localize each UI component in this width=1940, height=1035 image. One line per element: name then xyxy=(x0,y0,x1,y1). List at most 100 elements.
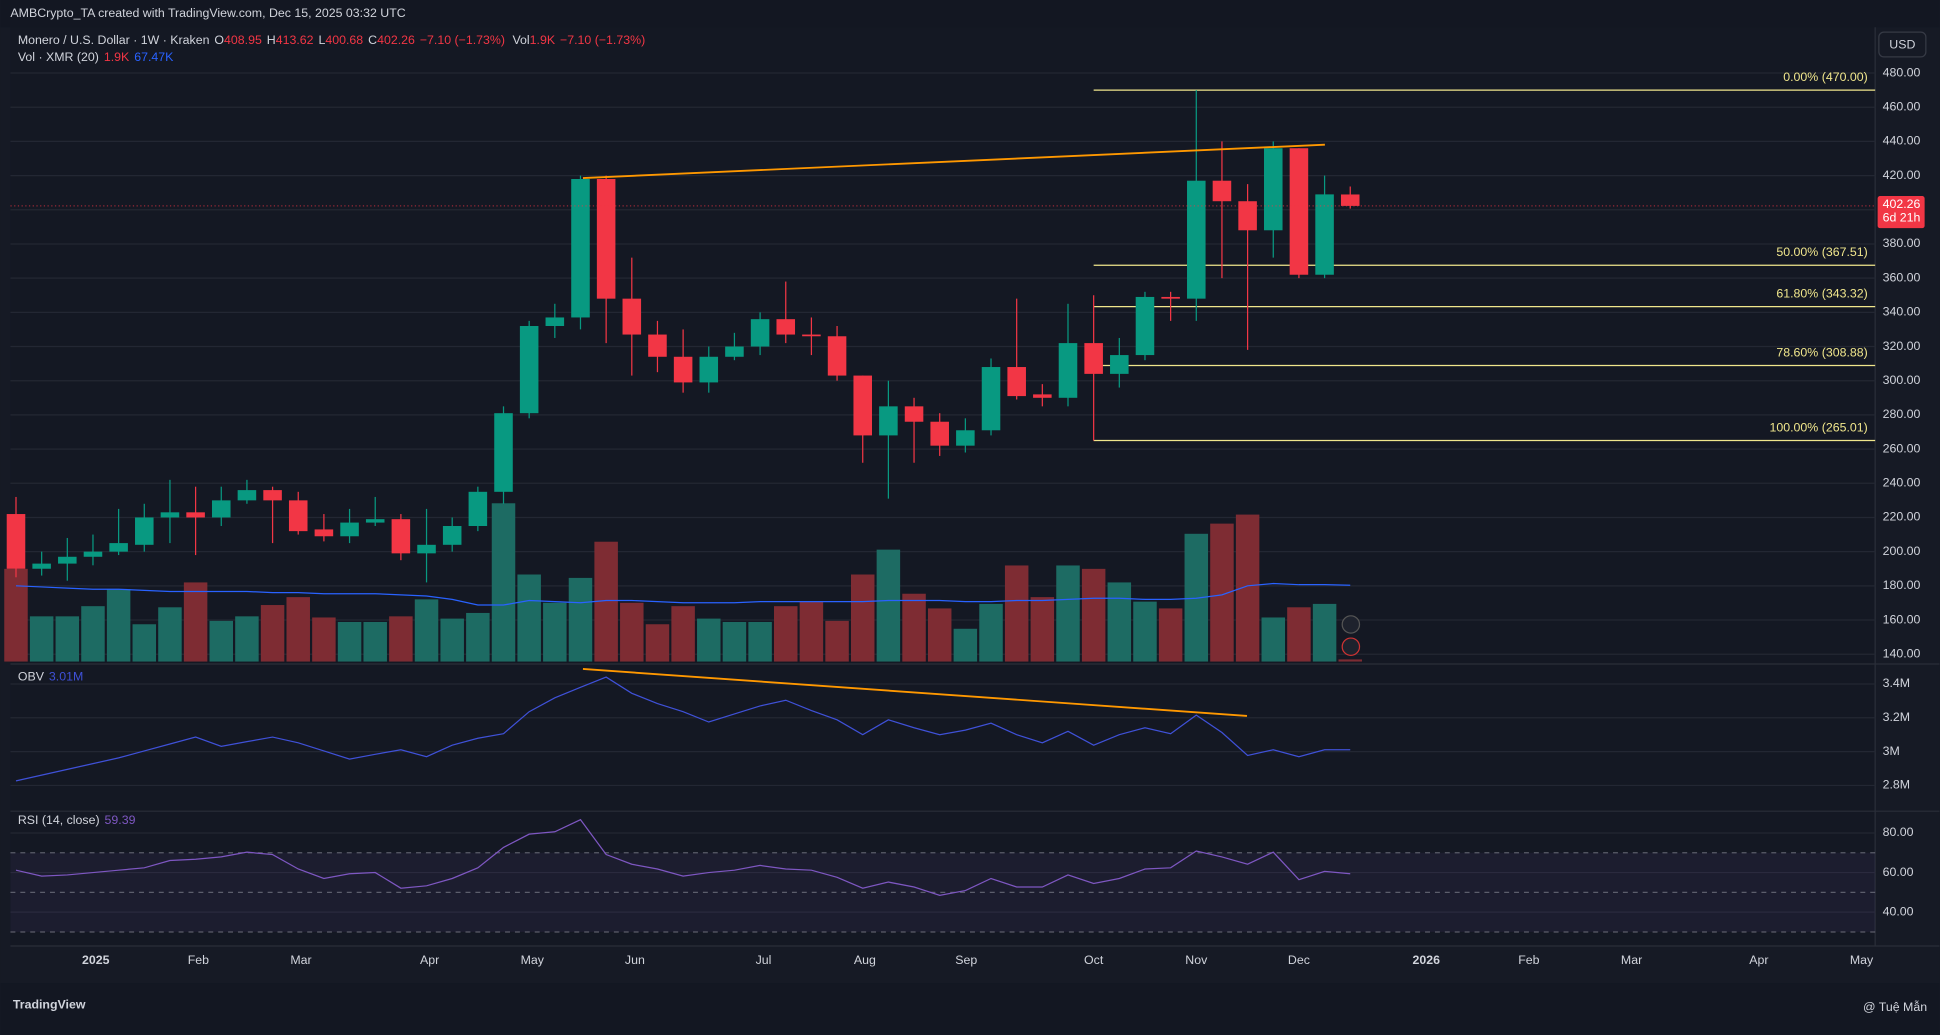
candle-body xyxy=(519,326,539,414)
countdown: 6d 21h xyxy=(1883,211,1921,225)
change: −7.10 (−1.73%) xyxy=(560,33,645,47)
volume-bar xyxy=(979,603,1003,662)
volume-bar xyxy=(697,618,721,662)
x-tick-label: Jul xyxy=(756,953,772,967)
volume-bar xyxy=(953,628,978,662)
volume-bar xyxy=(850,574,875,662)
event-icon[interactable] xyxy=(1341,615,1361,634)
volume-bar xyxy=(1210,523,1234,662)
candle-body xyxy=(1289,148,1309,275)
candle-body xyxy=(391,519,411,554)
currency-button[interactable] xyxy=(1878,31,1927,58)
volume-bar xyxy=(568,577,593,662)
flag-icon[interactable] xyxy=(1341,637,1361,656)
vol-ma-value: 1.9K xyxy=(104,50,130,64)
candle-body xyxy=(1110,355,1129,374)
volume-bar xyxy=(1133,601,1157,662)
ohlc-value: 400.68 xyxy=(325,33,363,47)
candle-body xyxy=(1315,194,1334,275)
candle-body xyxy=(1007,367,1026,397)
candle-body xyxy=(673,356,693,383)
top-bar xyxy=(0,0,1940,28)
y-tick-label: 80.00 xyxy=(1883,825,1914,839)
volume-bar xyxy=(132,624,157,662)
obv-label: OBV xyxy=(18,670,45,684)
y-tick-label: 3.2M xyxy=(1883,710,1910,724)
last-price-box xyxy=(1877,196,1925,229)
y-tick-label: 40.00 xyxy=(1883,904,1914,918)
candle-body xyxy=(1263,148,1283,231)
rsi-label: RSI (14, close) xyxy=(18,813,100,827)
candle-body xyxy=(1187,180,1206,299)
volume-bar xyxy=(645,624,670,662)
candle-body xyxy=(1084,343,1103,374)
x-tick-label: Sep xyxy=(955,953,977,967)
currency[interactable]: USD xyxy=(1889,37,1915,51)
y-tick-label: 320.00 xyxy=(1883,339,1921,353)
vol-ma-label: Vol · XMR (20) xyxy=(18,50,99,64)
legend-rsi: RSI (14, close) 59.39 xyxy=(18,813,136,827)
indicator-line xyxy=(15,676,1351,782)
y-tick-label: 280.00 xyxy=(1883,407,1921,421)
candle-body xyxy=(83,551,103,557)
y-tick-label: 3.4M xyxy=(1883,676,1910,690)
volume-bar xyxy=(517,574,541,662)
candle-body xyxy=(417,544,436,554)
candle-body xyxy=(827,336,847,376)
fib-label: 0.00% (470.00) xyxy=(1783,70,1868,84)
volume-bar xyxy=(440,618,464,662)
volume-bar xyxy=(337,621,362,662)
volume-bar xyxy=(594,541,618,662)
ohlc-value: 408.95 xyxy=(224,33,262,47)
x-tick-label: Jun xyxy=(625,953,645,967)
candle-body xyxy=(32,563,51,569)
candle-body xyxy=(622,298,642,335)
candle-body xyxy=(58,556,77,564)
x-tick-label: 2025 xyxy=(82,953,110,967)
volume-bar xyxy=(927,608,952,662)
candle-body xyxy=(545,317,565,327)
volume-bar xyxy=(235,616,259,662)
ohlc-key: C xyxy=(368,33,377,47)
x-tick-label: Feb xyxy=(1518,953,1539,967)
legend-main: Monero / U.S. Dollar · 1W · Kraken O408.9… xyxy=(18,33,645,47)
candle-body xyxy=(802,334,821,337)
volume-bar xyxy=(671,606,695,662)
volume-bar xyxy=(1338,659,1362,662)
candle-body xyxy=(904,406,924,422)
obv-value: 3.01M xyxy=(49,670,83,684)
footer-bar xyxy=(0,983,1940,1035)
volume-bar xyxy=(55,616,80,662)
rsi-value: 59.39 xyxy=(105,813,136,827)
volume-bar xyxy=(491,503,516,662)
candle-body xyxy=(160,512,180,518)
ohlc-key: L xyxy=(319,33,326,47)
indicator-line xyxy=(15,818,1351,896)
candle-body xyxy=(699,356,719,383)
volume-bar xyxy=(29,616,54,662)
x-tick-label: May xyxy=(521,953,545,967)
candle-body xyxy=(288,500,308,532)
candle-body xyxy=(571,178,590,318)
x-tick-label: 2026 xyxy=(1413,953,1441,967)
candle-body xyxy=(1033,394,1052,398)
volume-bar xyxy=(748,621,772,662)
volume-bar xyxy=(1081,568,1106,662)
volume-bar xyxy=(1158,608,1183,662)
y-tick-label: 300.00 xyxy=(1883,373,1921,387)
candle-body xyxy=(237,490,257,501)
volume-bar xyxy=(183,582,208,662)
volume-bar xyxy=(106,589,131,662)
fib-label: 78.60% (308.88) xyxy=(1776,345,1867,359)
vol-ma-value: 67.47K xyxy=(134,50,174,64)
candle-body xyxy=(725,346,744,357)
candle-body xyxy=(468,491,488,527)
y-tick-label: 180.00 xyxy=(1883,578,1921,592)
y-tick-label: 340.00 xyxy=(1883,305,1921,319)
volume-bar xyxy=(722,621,747,662)
candle-body xyxy=(1058,343,1078,398)
volume-bar xyxy=(1004,565,1029,662)
x-tick-label: Apr xyxy=(1749,953,1768,967)
candle-body xyxy=(6,514,26,569)
candle-body xyxy=(648,334,667,357)
